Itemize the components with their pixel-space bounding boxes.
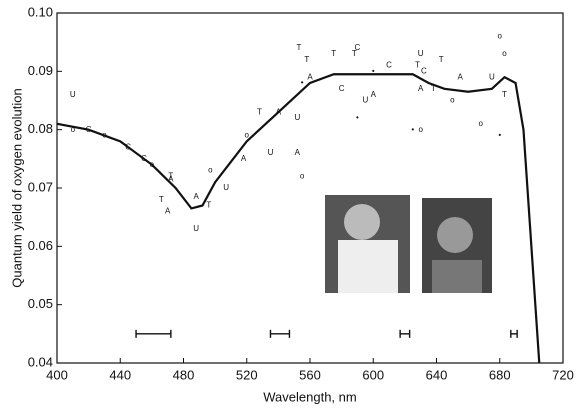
- point: o: [71, 125, 76, 134]
- y-tick-label: 0.07: [28, 179, 53, 194]
- y-tick-label: 0.05: [28, 296, 53, 311]
- y-axis-label: Quantum yield of oxygen evolution: [9, 88, 24, 287]
- x-tick-label: 560: [299, 367, 321, 382]
- photo-detail: [344, 204, 380, 240]
- photos: [325, 195, 492, 293]
- point: A: [276, 107, 282, 116]
- point: U: [193, 224, 199, 233]
- y-tick-label: 0.04: [28, 354, 53, 369]
- x-axis-label: Wavelength, nm: [263, 389, 356, 404]
- y-tick-label: 0.08: [28, 121, 53, 136]
- point: A: [241, 154, 247, 163]
- point: C: [141, 154, 147, 163]
- point: T: [331, 49, 336, 58]
- point: T: [415, 61, 420, 70]
- point: C: [339, 84, 345, 93]
- point: •: [498, 131, 501, 140]
- y-tick-label: 0.09: [28, 63, 53, 78]
- point: •: [372, 66, 375, 75]
- point: A: [307, 72, 313, 81]
- point: o: [300, 171, 305, 180]
- point: U: [223, 183, 229, 192]
- photo-detail: [437, 217, 473, 253]
- photo-detail: [338, 240, 398, 293]
- point: •: [356, 113, 359, 122]
- y-tick-label: 0.06: [28, 238, 53, 253]
- x-tick-label: 480: [173, 367, 195, 382]
- point: o: [208, 166, 213, 175]
- point: T: [502, 90, 507, 99]
- point: C: [86, 125, 92, 134]
- point: o: [450, 96, 455, 105]
- point: C: [386, 61, 392, 70]
- point: T: [352, 49, 357, 58]
- point: C: [421, 66, 427, 75]
- x-tick-label: 520: [236, 367, 258, 382]
- point: o: [479, 119, 484, 128]
- point: A: [168, 174, 174, 183]
- point: o: [150, 160, 155, 169]
- fit-curve: [56, 73, 541, 364]
- point: A: [458, 72, 464, 81]
- point: T: [431, 84, 436, 93]
- point: U: [489, 72, 495, 81]
- point: A: [418, 84, 424, 93]
- x-tick-label: 400: [46, 367, 68, 382]
- point: T: [304, 55, 309, 64]
- point: C: [355, 43, 361, 52]
- point: C: [125, 142, 131, 151]
- x-tick-label: 440: [109, 367, 131, 382]
- x-tick-label: 640: [426, 367, 448, 382]
- point: U: [70, 90, 76, 99]
- point: T: [257, 107, 262, 116]
- point: U: [362, 96, 368, 105]
- point: •: [301, 78, 304, 87]
- point: o: [498, 31, 503, 40]
- point: o: [102, 131, 107, 140]
- point: T: [159, 195, 164, 204]
- point: T: [296, 43, 301, 52]
- point: U: [418, 49, 424, 58]
- point: o: [245, 131, 250, 140]
- photo-detail: [432, 260, 482, 293]
- y-tick-label: 0.10: [28, 4, 53, 19]
- point: T: [168, 171, 173, 180]
- point: •: [411, 125, 414, 134]
- point: A: [371, 90, 377, 99]
- point: T: [439, 55, 444, 64]
- x-tick-label: 680: [489, 367, 511, 382]
- point: A: [193, 192, 199, 201]
- point: U: [294, 113, 300, 122]
- point: o: [502, 49, 507, 58]
- point: A: [295, 148, 301, 157]
- point: o: [418, 125, 423, 134]
- x-tick-label: 600: [362, 367, 384, 382]
- plot-frame: [56, 12, 564, 364]
- point: A: [165, 206, 171, 215]
- point: T: [206, 201, 211, 210]
- point: U: [268, 148, 274, 157]
- x-tick-label: 720: [552, 367, 574, 382]
